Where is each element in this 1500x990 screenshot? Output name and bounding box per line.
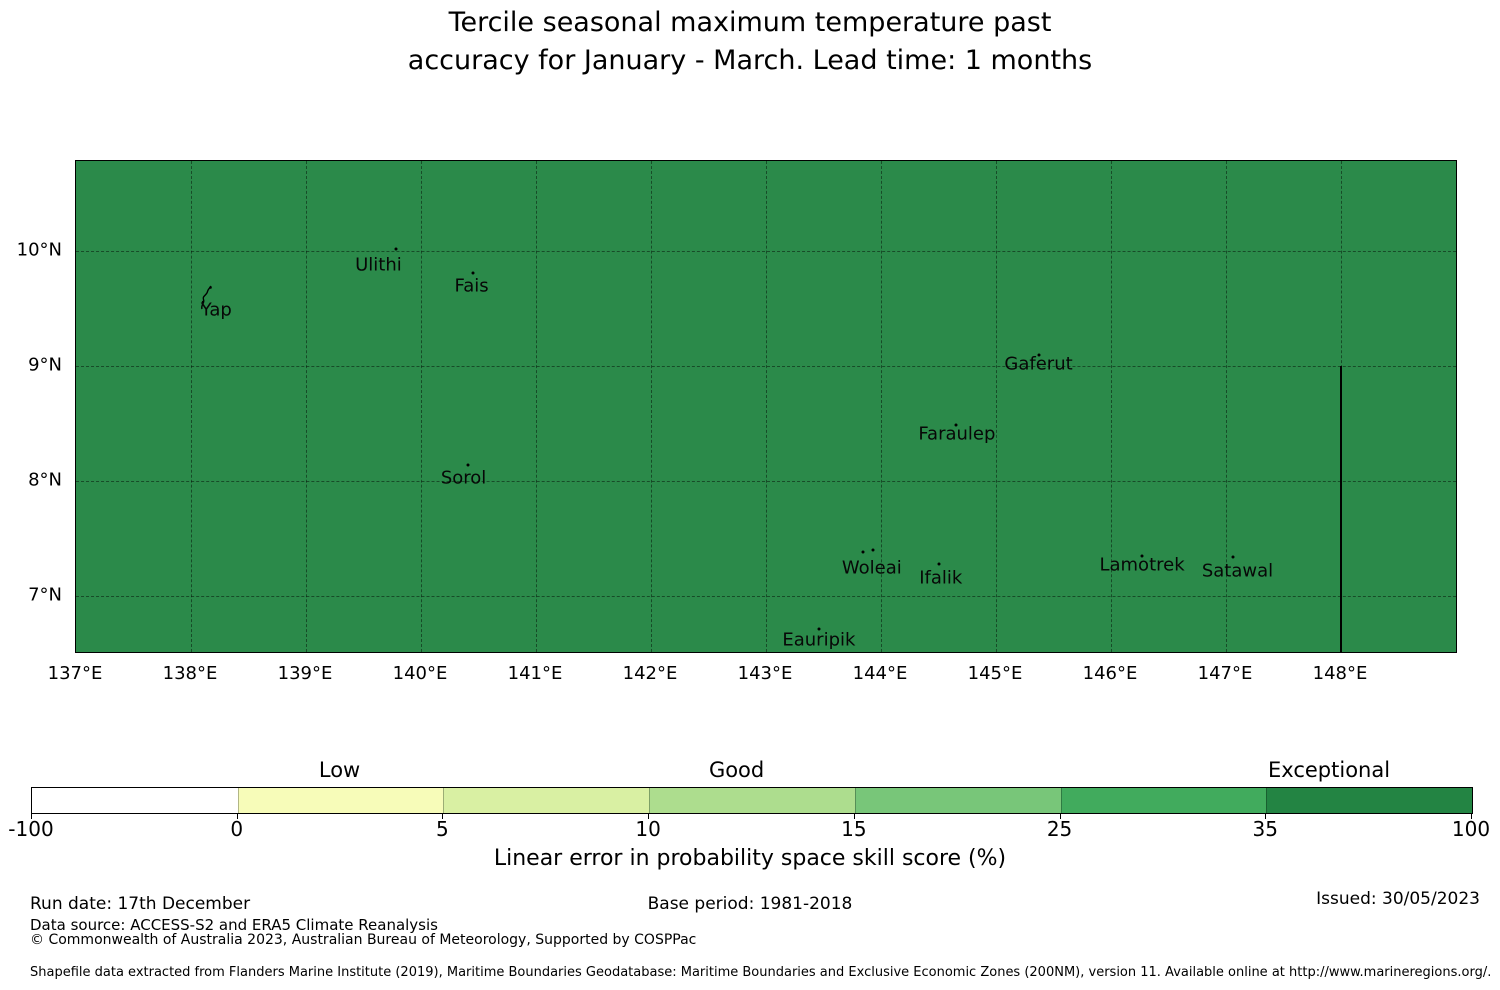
colorbar-segment: [1060, 788, 1267, 813]
longitude-gridline: [1110, 161, 1112, 652]
colorbar-segment-divider: [649, 788, 651, 813]
longitude-gridline: [650, 161, 652, 652]
figure-title-line1: Tercile seasonal maximum temperature pas…: [448, 7, 1052, 38]
island-marker-dot: [954, 423, 958, 427]
island-marker-dot: [1140, 554, 1144, 558]
island-marker-dot: [1231, 555, 1235, 559]
colorbar-tick-label: -100: [8, 817, 54, 841]
island-label: Lamotrek: [1099, 554, 1185, 576]
x-axis-tick-label: 146°E: [1082, 663, 1138, 684]
island-marker-dot: [937, 562, 940, 566]
latitude-gridline: [76, 480, 1456, 482]
y-axis-tick-label: 9°N: [28, 354, 62, 376]
colorbar-segment: [32, 788, 238, 813]
colorbar: [31, 787, 1473, 814]
longitude-gridline: [305, 161, 307, 652]
colorbar-tick-label: 100: [1451, 817, 1491, 841]
x-axis-tick-label: 144°E: [852, 663, 908, 684]
island-label: Ulithi: [355, 254, 402, 276]
colorbar-tick-label: 35: [1252, 817, 1279, 841]
map-panel: Yap Ulithi Fais Sorol Gaferut Faraulep Woleai I…: [75, 160, 1457, 653]
x-axis-tick-label: 141°E: [507, 663, 563, 684]
base-period-text: Base period: 1981-2018: [647, 894, 853, 914]
colorbar-tick-mark: [31, 813, 32, 819]
y-axis-tick-label: 10°N: [16, 239, 62, 261]
colorbar-tick-mark: [853, 813, 855, 819]
figure-title: Tercile seasonal maximum temperature pas…: [0, 4, 1500, 80]
longitude-gridline: [995, 161, 997, 652]
colorbar-segment: [649, 788, 855, 813]
colorbar-tick-label: 15: [841, 817, 867, 841]
longitude-gridline: [420, 161, 422, 652]
latitude-gridline: [76, 365, 1456, 367]
colorbar-segment-divider: [1060, 788, 1062, 813]
colorbar-segment-divider: [1266, 788, 1268, 813]
colorbar-segment: [443, 788, 650, 813]
colorbar-tick-mark: [1059, 813, 1061, 819]
x-axis-tick-label: 143°E: [737, 663, 793, 684]
x-axis-tick-label: 140°E: [392, 663, 448, 684]
colorbar-tick-mark: [1471, 813, 1472, 819]
longitude-gridline: [190, 161, 192, 652]
copyright-text: © Commonwealth of Australia 2023, Austra…: [30, 932, 697, 948]
latitude-gridline: [76, 595, 1456, 597]
longitude-gridline: [765, 161, 767, 652]
colorbar-segment-divider: [237, 788, 239, 813]
shapefile-attribution-text: Shapefile data extracted from Flanders M…: [30, 965, 1492, 980]
colorbar-band-label: Exceptional: [1268, 758, 1391, 782]
x-axis-tick-label: 139°E: [277, 663, 333, 684]
colorbar-tick-label: 0: [230, 817, 244, 841]
colorbar-tick-mark: [442, 813, 444, 819]
longitude-gridline: [880, 161, 882, 652]
island-marker-dot: [471, 271, 475, 275]
colorbar-segment: [854, 788, 1061, 813]
colorbar-band-label: Good: [708, 758, 765, 782]
colorbar-tick-mark: [236, 813, 238, 819]
island-label: Gaferut: [1004, 353, 1073, 375]
colorbar-axis-label: Linear error in probability space skill …: [493, 846, 1007, 871]
island-outline-yap: [197, 285, 215, 315]
x-axis-tick-label: 138°E: [162, 663, 218, 684]
figure-title-line2: accuracy for January - March. Lead time:…: [407, 45, 1093, 76]
colorbar-segment-divider: [443, 788, 445, 813]
colorbar-tick-label: 5: [436, 817, 449, 841]
island-label: Woleai: [841, 557, 902, 579]
island-marker-dot: [394, 247, 398, 251]
island-marker-dot: [466, 463, 470, 467]
island-label: Satawal: [1201, 560, 1274, 582]
island-label: Faraulep: [918, 423, 996, 445]
colorbar-tick-label: 25: [1046, 817, 1073, 841]
colorbar-band-label: Low: [318, 758, 361, 782]
island-label: Sorol: [440, 467, 487, 489]
x-axis-tick-label: 148°E: [1312, 663, 1368, 684]
x-axis-tick-label: 142°E: [622, 663, 678, 684]
y-axis-tick-label: 7°N: [28, 584, 62, 606]
data-source-text: Data source: ACCESS-S2 and ERA5 Climate …: [30, 916, 438, 934]
island-marker-dot: [861, 550, 865, 554]
island-label: Eauripik: [782, 629, 856, 651]
x-axis-tick-label: 145°E: [967, 663, 1023, 684]
island-marker-dot: [871, 548, 875, 552]
colorbar-segment: [237, 788, 444, 813]
island-label: Fais: [454, 275, 489, 297]
colorbar-tick-label: 10: [635, 817, 661, 841]
latitude-gridline: [76, 250, 1456, 252]
eez-boundary-line: [1340, 366, 1342, 652]
issued-text: Issued: 30/05/2023: [1316, 889, 1480, 909]
colorbar-segment-divider: [854, 788, 856, 813]
run-date-text: Run date: 17th December: [30, 894, 251, 914]
longitude-gridline: [1225, 161, 1227, 652]
colorbar-tick-mark: [648, 813, 650, 819]
x-axis-tick-label: 147°E: [1197, 663, 1253, 684]
colorbar-segment: [1266, 788, 1472, 813]
island-marker-dot: [1037, 353, 1041, 357]
longitude-gridline: [535, 161, 537, 652]
island-label: Ifalik: [919, 567, 963, 589]
island-label: Yap: [200, 299, 232, 321]
colorbar-tick-mark: [1265, 813, 1267, 819]
island-marker-dot: [817, 627, 821, 631]
y-axis-tick-label: 8°N: [28, 469, 62, 491]
x-axis-tick-label: 137°E: [47, 663, 103, 684]
